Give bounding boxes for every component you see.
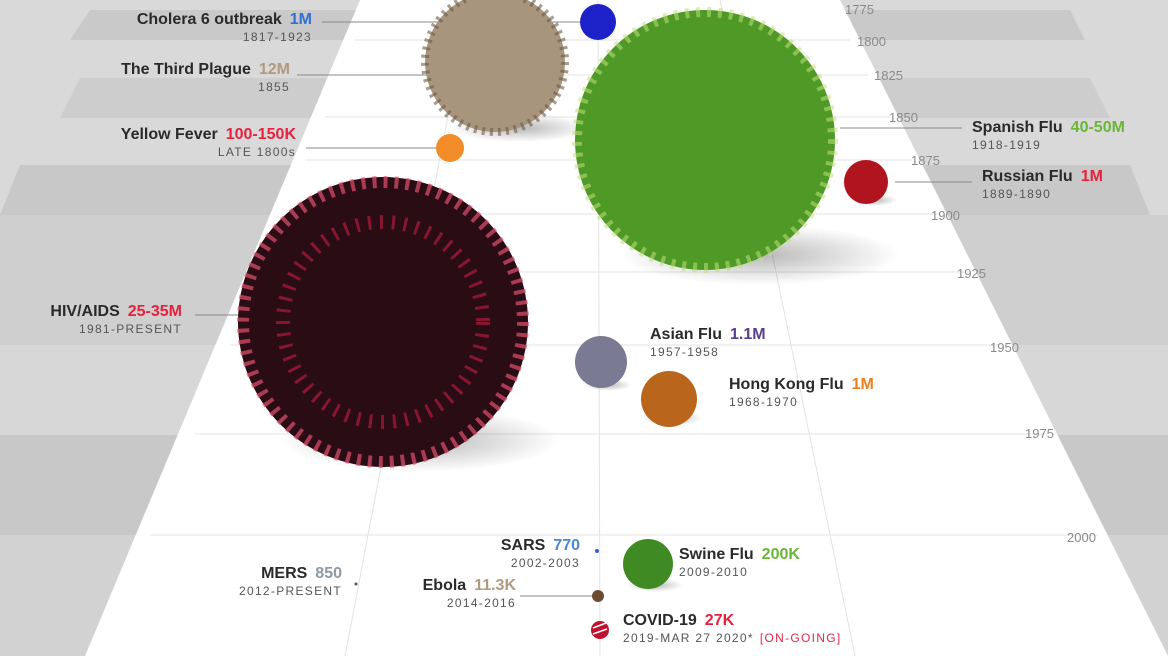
blob-sars (595, 549, 599, 553)
year-tick: 1925 (957, 266, 986, 281)
blob-mers (354, 582, 358, 586)
death-toll: 1M (851, 376, 874, 393)
label-cholera6: Cholera 6 outbreak 1M 1817-1923 (136, 11, 312, 44)
label-hong-kong-flu: Hong Kong Flu 1M 1968-1970 (729, 376, 874, 409)
year-tick: 1800 (857, 34, 886, 49)
date-range: 1968-1970 (729, 395, 799, 409)
death-toll: 1M (1080, 168, 1103, 185)
year-tick: 1875 (911, 153, 940, 168)
date-range: 2012-PRESENT (239, 584, 342, 598)
blob-hong-kong-flu (641, 371, 697, 427)
blob-swine-flu (623, 539, 673, 589)
label-yellow-fever: Yellow Fever 100-150K LATE 1800s (120, 126, 296, 159)
death-toll: 770 (553, 537, 580, 554)
blob-yellow-fever (436, 134, 464, 162)
label-ebola: Ebola 11.3K 2014-2016 (422, 577, 516, 610)
pandemic-name: SARS (500, 537, 546, 554)
year-tick: 2000 (1067, 530, 1096, 545)
pandemic-name: Spanish Flu (972, 119, 1063, 136)
blob-ebola (592, 590, 604, 602)
death-toll: 11.3K (474, 577, 516, 594)
pandemic-name: Cholera 6 outbreak (136, 11, 282, 28)
ongoing-badge: [ON-GOING] (759, 631, 842, 645)
date-range: 1855 (258, 80, 290, 94)
death-toll: 40-50M (1070, 119, 1125, 136)
date-range: 1918-1919 (972, 138, 1042, 152)
pandemic-name: Swine Flu (679, 546, 754, 563)
pandemic-name: Yellow Fever (120, 126, 218, 143)
label-hiv-aids: HIV/AIDS 25-35M 1981-PRESENT (50, 303, 182, 336)
death-toll: 12M (258, 61, 290, 78)
date-range: 1889-1890 (982, 187, 1052, 201)
blob-spanish-flu (575, 10, 835, 270)
death-toll: 200K (761, 546, 800, 563)
date-range: 1957-1958 (650, 345, 720, 359)
death-toll: 1M (289, 11, 312, 28)
pandemic-name: Asian Flu (650, 326, 723, 343)
date-range: 2014-2016 (446, 596, 516, 610)
blob-hiv-aids (238, 177, 528, 467)
pandemic-name: Hong Kong Flu (729, 376, 844, 393)
pandemic-name: MERS (261, 565, 308, 582)
death-toll: 25-35M (127, 303, 182, 320)
blob-covid19 (591, 621, 609, 639)
blob-third-plague (425, 0, 565, 132)
blob-russian-flu (844, 160, 888, 204)
death-toll: 1.1M (730, 326, 766, 343)
death-toll: 100-150K (225, 126, 296, 143)
date-range: 1981-PRESENT (79, 322, 182, 336)
label-spanish-flu: Spanish Flu 40-50M 1918-1919 (972, 119, 1125, 152)
death-toll: 850 (315, 565, 342, 582)
year-tick: 1950 (990, 340, 1019, 355)
date-range: 1817-1923 (242, 30, 312, 44)
date-range: LATE 1800s (217, 145, 296, 159)
death-toll: 27K (704, 612, 735, 629)
label-russian-flu: Russian Flu 1M 1889-1890 (982, 168, 1103, 201)
pandemic-bubbles (237, 0, 888, 639)
pandemic-name: The Third Plague (121, 61, 251, 78)
year-tick: 1900 (931, 208, 960, 223)
pandemic-name: COVID-19 (623, 612, 697, 629)
label-sars: SARS 770 2002-2003 (500, 537, 580, 570)
date-range: 2009-2010 (679, 565, 749, 579)
label-swine-flu: Swine Flu 200K 2009-2010 (679, 546, 800, 579)
label-asian-flu: Asian Flu 1.1M 1957-1958 (650, 326, 766, 359)
year-tick: 1775 (845, 2, 874, 17)
pandemic-name: Ebola (422, 577, 467, 594)
label-covid19: COVID-19 27K 2019-MAR 27 2020* [ON-GOING] (623, 612, 842, 645)
year-tick: 1850 (889, 110, 918, 125)
pandemic-name: Russian Flu (982, 168, 1073, 185)
blob-asian-flu (575, 336, 627, 388)
date-range: 2019-MAR 27 2020* (623, 631, 754, 645)
label-mers: MERS 850 2012-PRESENT (239, 565, 342, 598)
year-tick: 1975 (1025, 426, 1054, 441)
pandemic-name: HIV/AIDS (50, 303, 120, 320)
date-range: 2002-2003 (510, 556, 580, 570)
year-tick: 1825 (874, 68, 903, 83)
label-third-plague: The Third Plague 12M 1855 (121, 61, 290, 94)
blob-cholera6 (580, 4, 616, 40)
